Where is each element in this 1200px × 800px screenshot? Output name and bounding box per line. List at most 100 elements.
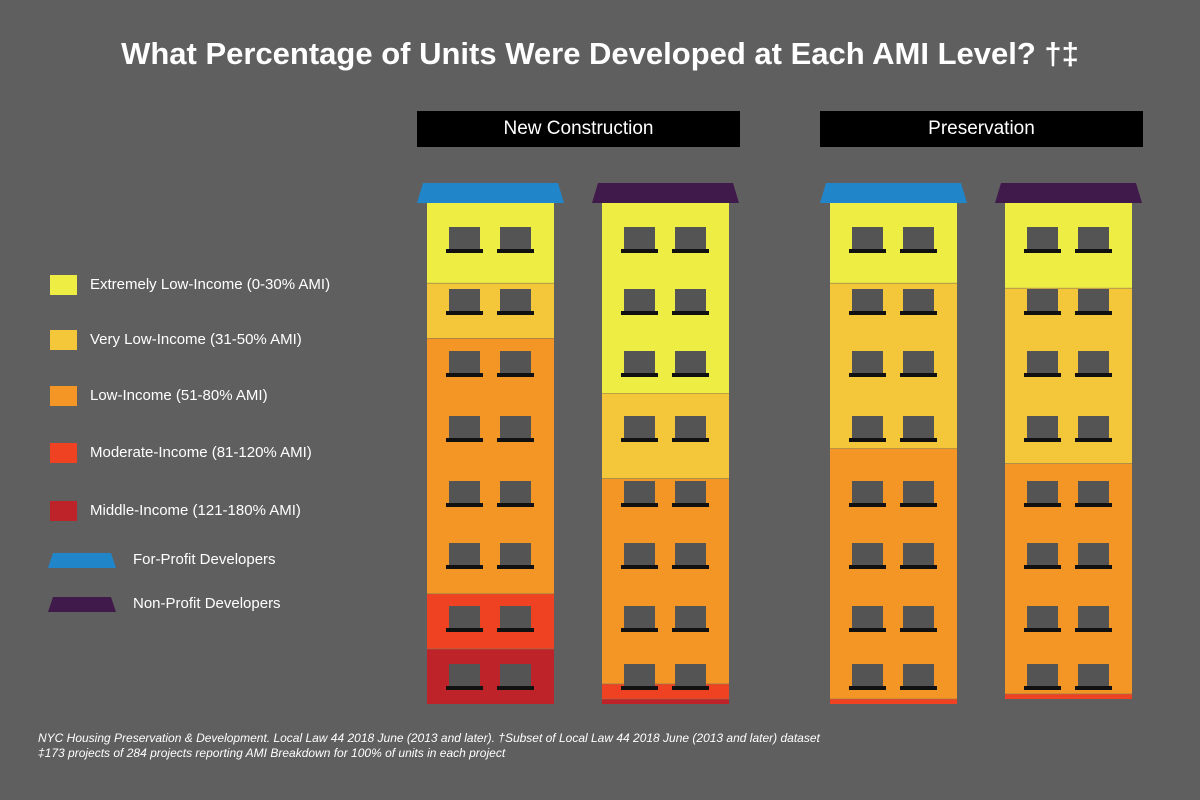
window — [449, 351, 480, 373]
window — [624, 481, 655, 503]
window — [1027, 481, 1058, 503]
window — [500, 664, 531, 686]
bar-segment — [427, 203, 554, 284]
window-sill — [621, 686, 658, 690]
window — [1027, 543, 1058, 565]
window-sill — [446, 503, 483, 507]
window — [903, 289, 934, 311]
window-sill — [621, 565, 658, 569]
window-sill — [621, 628, 658, 632]
window-sill — [621, 249, 658, 253]
window-sill — [621, 503, 658, 507]
window-sill — [446, 249, 483, 253]
window-sill — [1024, 249, 1061, 253]
source-line-2: ‡173 projects of 284 projects reporting … — [38, 746, 506, 760]
window-sill — [1075, 438, 1112, 442]
building-1 — [417, 183, 564, 704]
bar-segment — [1005, 203, 1132, 289]
window — [1027, 351, 1058, 373]
window — [852, 416, 883, 438]
window — [1027, 227, 1058, 249]
bar-segment — [830, 203, 957, 284]
legend-label: Very Low-Income (31-50% AMI) — [90, 331, 302, 348]
window-sill — [497, 311, 534, 315]
window — [624, 606, 655, 628]
window-sill — [497, 565, 534, 569]
window — [1078, 606, 1109, 628]
window — [675, 416, 706, 438]
building-3 — [820, 183, 967, 704]
window — [500, 543, 531, 565]
window — [903, 606, 934, 628]
window — [624, 543, 655, 565]
window — [449, 416, 480, 438]
roof-icon-non-profit — [48, 597, 116, 612]
legend-swatch — [50, 330, 77, 350]
roof-4 — [995, 183, 1142, 203]
window — [1078, 351, 1109, 373]
group-header-preservation: Preservation — [820, 111, 1143, 147]
window — [1078, 543, 1109, 565]
chart-title: What Percentage of Units Were Developed … — [121, 36, 1079, 71]
bar-segment — [427, 648, 554, 704]
window-sill — [849, 373, 886, 377]
bar-segment — [427, 593, 554, 649]
window-sill — [849, 503, 886, 507]
legend-item-very-low-income: Very Low-Income (31-50% AMI) — [0, 330, 400, 360]
window-sill — [900, 503, 937, 507]
legend-item-non-profit: Non-Profit Developers — [0, 594, 400, 624]
window-sill — [1024, 438, 1061, 442]
window-sill — [900, 438, 937, 442]
window — [852, 351, 883, 373]
window-sill — [849, 249, 886, 253]
legend-swatch — [50, 443, 77, 463]
window-sill — [672, 249, 709, 253]
bar-segment — [1005, 693, 1132, 699]
legend-item-moderate-income: Moderate-Income (81-120% AMI) — [0, 443, 400, 473]
window — [675, 481, 706, 503]
window-sill — [621, 373, 658, 377]
window — [500, 351, 531, 373]
window — [449, 606, 480, 628]
window — [1027, 664, 1058, 686]
window-sill — [1075, 503, 1112, 507]
bar-segment — [602, 203, 729, 394]
group-header-new-construction: New Construction — [417, 111, 740, 147]
source-line-1: NYC Housing Preservation & Development. … — [38, 731, 820, 745]
bar-segment — [427, 283, 554, 339]
window-sill — [672, 565, 709, 569]
window-sill — [1024, 686, 1061, 690]
window — [903, 227, 934, 249]
roof-icon-for-profit — [48, 553, 116, 568]
window — [675, 351, 706, 373]
window-sill — [446, 311, 483, 315]
window-sill — [900, 628, 937, 632]
legend-label: Extremely Low-Income (0-30% AMI) — [90, 276, 331, 293]
window-sill — [446, 628, 483, 632]
legend: Extremely Low-Income (0-30% AMI) Very Lo… — [0, 0, 400, 800]
window — [1078, 416, 1109, 438]
window-sill — [672, 373, 709, 377]
source-note: NYC Housing Preservation & Development. … — [38, 731, 820, 761]
window — [903, 351, 934, 373]
bar-segment — [830, 448, 957, 699]
window — [1078, 289, 1109, 311]
legend-label: Low-Income (51-80% AMI) — [90, 387, 268, 404]
window — [675, 289, 706, 311]
window-sill — [849, 565, 886, 569]
window-sill — [497, 249, 534, 253]
window-sill — [849, 438, 886, 442]
window-sill — [849, 311, 886, 315]
window-sill — [497, 438, 534, 442]
bar-segment — [427, 338, 554, 594]
window — [852, 227, 883, 249]
window-sill — [900, 686, 937, 690]
window — [449, 664, 480, 686]
window — [852, 289, 883, 311]
bar-segment — [830, 283, 957, 449]
window — [1027, 289, 1058, 311]
legend-item-for-profit: For-Profit Developers — [0, 550, 400, 580]
window — [852, 606, 883, 628]
window — [624, 351, 655, 373]
window-sill — [900, 373, 937, 377]
